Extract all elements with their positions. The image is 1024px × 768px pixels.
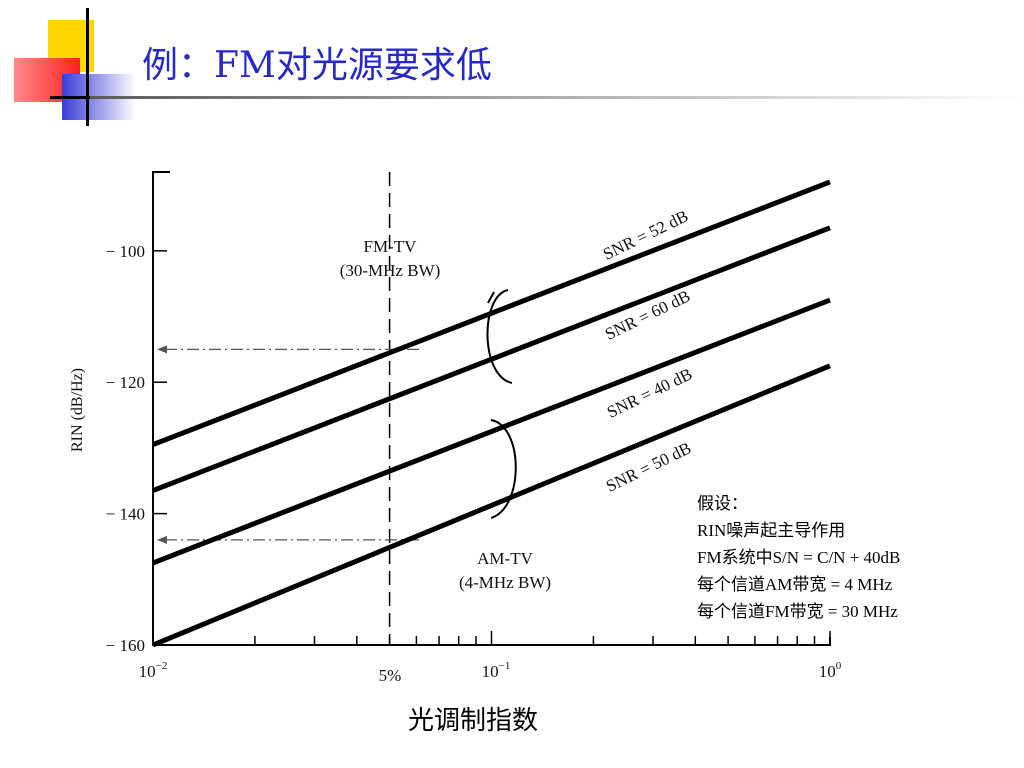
x-marker-label-5pct: 5% bbox=[379, 666, 402, 685]
assumptions-box: 假设： RIN噪声起主导作用 FM系统中S/N = C/N + 40dB 每个信… bbox=[697, 490, 900, 625]
series-line-0 bbox=[152, 179, 831, 447]
logo-horizontal-line bbox=[50, 96, 112, 99]
fm-tv-label: FM-TV bbox=[364, 237, 418, 256]
assumption-line: FM系统中S/N = C/N + 40dB bbox=[697, 548, 901, 567]
x-tick-label-1e-1: 10−1 bbox=[482, 660, 511, 681]
series-label-snr-40: SNR = 40 dB bbox=[604, 364, 695, 422]
assumptions-heading: 假设： bbox=[697, 494, 748, 513]
y-tick-label: − 120 bbox=[106, 373, 145, 392]
rin-reference-arrow-1 bbox=[157, 535, 167, 544]
x-tick-label-1e0: 100 bbox=[819, 660, 842, 681]
series-line-2 bbox=[152, 297, 831, 566]
series-label-snr-60: SNR = 60 dB bbox=[602, 286, 693, 344]
am-tv-bandwidth: (4-MHz BW) bbox=[459, 573, 551, 592]
assumption-line: RIN噪声起主导作用 bbox=[697, 521, 846, 540]
y-tick-label: − 160 bbox=[106, 636, 145, 655]
x-tick-label-1e-2: 10−2 bbox=[139, 660, 168, 681]
title-underline bbox=[90, 96, 1024, 99]
fm-group-bracket bbox=[486, 289, 513, 384]
fm-tv-bandwidth: (30-MHz BW) bbox=[340, 261, 441, 280]
y-tick-label: − 100 bbox=[106, 242, 145, 261]
y-tick-label: − 140 bbox=[106, 505, 145, 524]
y-axis-title: RIN (dB/Hz) bbox=[69, 368, 86, 452]
am-group-bracket bbox=[490, 419, 517, 519]
logo-vertical-line bbox=[86, 8, 89, 126]
x-axis-title: 光调制指数 bbox=[408, 706, 539, 736]
am-tv-label: AM-TV bbox=[477, 549, 533, 568]
rin-reference-arrow-0 bbox=[157, 345, 167, 354]
series-label-snr-50: SNR = 50 dB bbox=[603, 438, 694, 496]
assumption-line: 每个信道AM带宽 = 4 MHz bbox=[697, 575, 893, 594]
fm-group-bracket-tail bbox=[487, 291, 495, 304]
series-line-3 bbox=[152, 363, 831, 648]
slide-title: 例：FM对光源要求低 bbox=[142, 45, 492, 86]
assumption-line: 每个信道FM带宽 = 30 MHz bbox=[697, 602, 898, 621]
